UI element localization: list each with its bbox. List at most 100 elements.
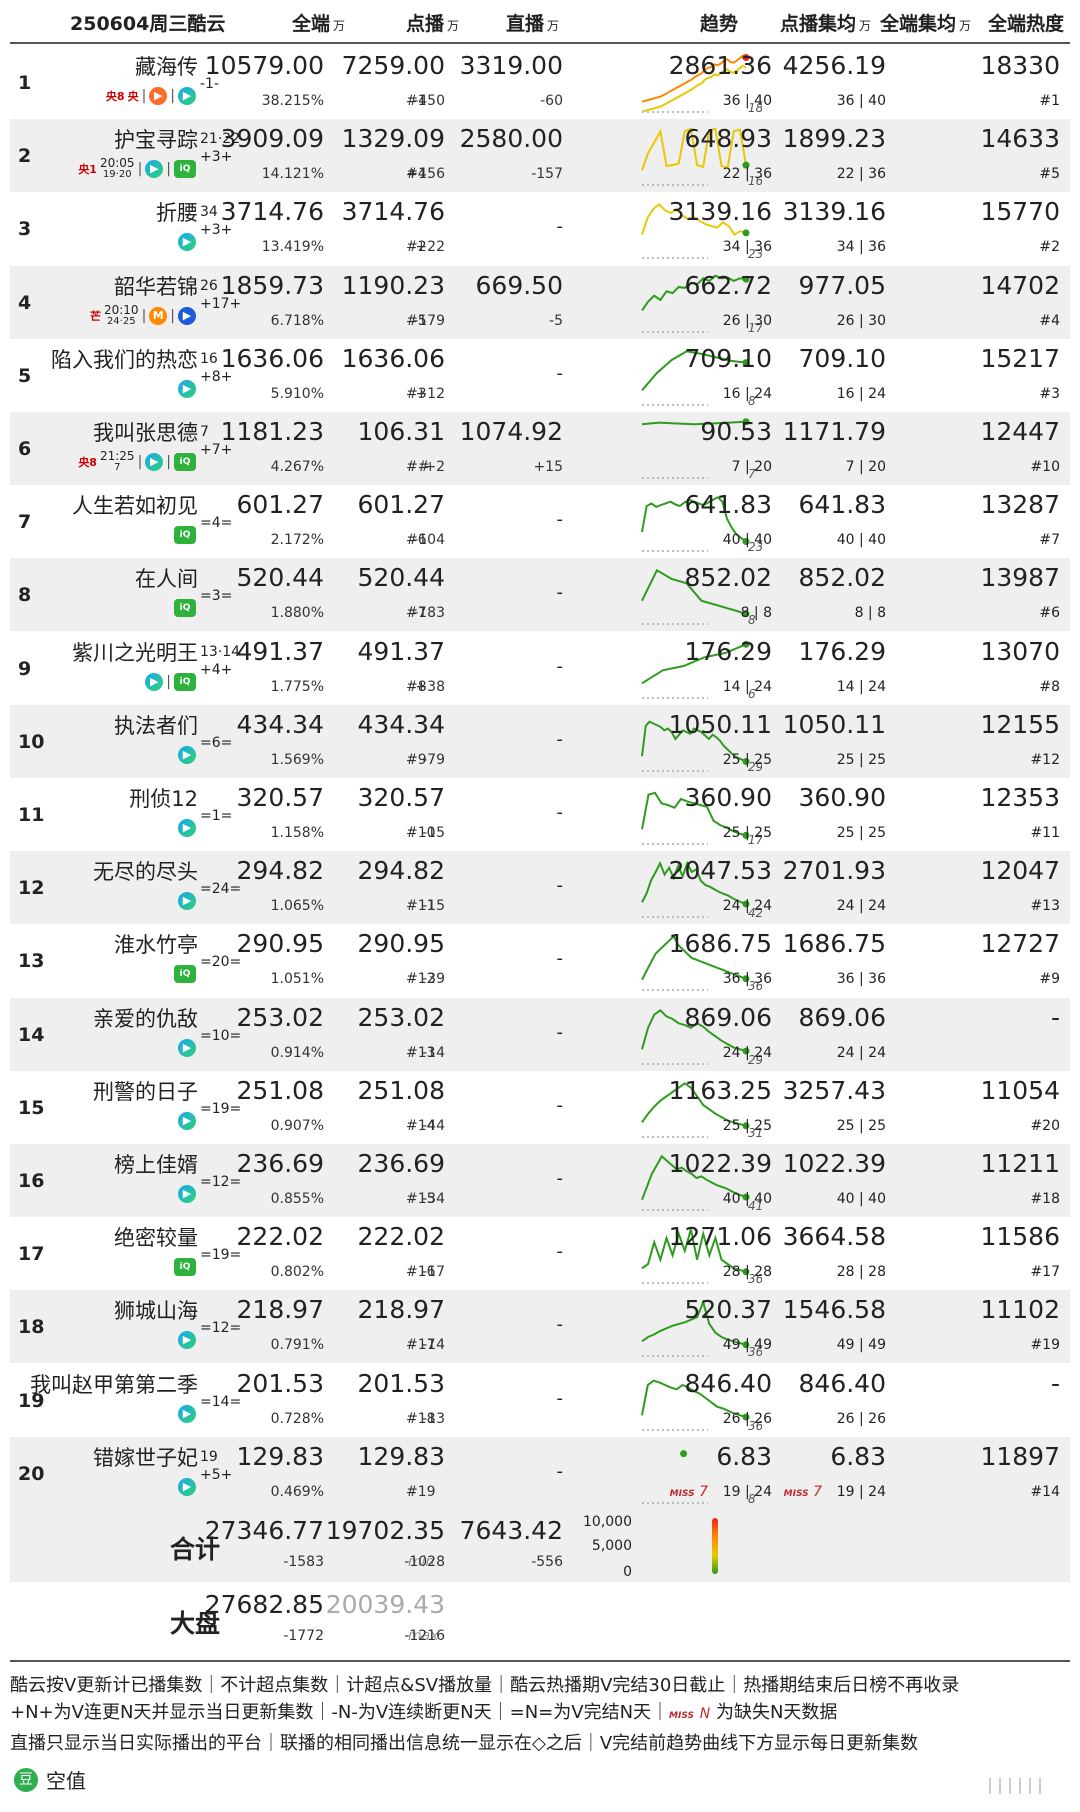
youku-icon: ▶ [178,87,196,105]
all-platform-value: 3909.09 [220,124,324,154]
trend-sparkline: 17 [641,791,762,847]
trend-last-point [742,975,750,983]
vod-rank: #15 [406,1191,436,1207]
trend-last-point [742,161,750,169]
all-average-episodes: 24 | 24 [836,898,886,915]
total-all-change: -1583 [283,1554,324,1570]
market-share: 1.158% [270,825,324,841]
vod-value: 1329.09 [341,124,445,154]
total-live-change: -556 [531,1554,563,1570]
all-episode-average: 6.83 [830,1441,886,1471]
live-value: 2580.00 [459,124,563,154]
market-share: 13.419% [261,239,324,256]
vod-value: 520.44 [357,563,445,593]
vod-change: -14 [422,1337,445,1354]
update-status: -1- [200,76,220,92]
vod-change: +12 [415,385,445,402]
update-status: =6= [200,734,233,751]
trend-line [641,274,747,311]
episode-count: 13·14 [200,643,241,660]
episode-count: 34 [200,204,218,221]
heat-value: 18330 [980,51,1060,80]
trend-sparkline: 36 [641,1379,762,1433]
trend-day-count: 36 [748,979,762,993]
trend-line [641,791,747,837]
rank-number: 8 [18,584,32,607]
trend-sparkline: 17 [641,274,762,335]
trend-sparkline: 6 [641,640,756,701]
show-title: 我叫赵甲第第二季 [30,1372,198,1397]
all-episode-average: 846.40 [798,1368,886,1398]
vod-episode-average: 869.06 [684,1002,772,1032]
trend-day-count: 16 [748,174,762,188]
market-share: 5.910% [270,385,324,402]
table-row: 18 狮城山海 =12= ▶ 218.97 0.791% 218.97 #17 -14 - 36 52… [10,1290,1070,1364]
channel-tag: 芒 [89,309,101,323]
heat-rank: #14 [1030,1483,1060,1500]
table-row: 11 刑侦12 =1= ▶ 320.57 1.158% 320.57 #10 -15 - 17 360… [10,778,1070,851]
total-vod-tag: min [408,1554,435,1570]
youku-icon: ▶ [178,379,196,398]
live-empty: - [556,1021,564,1043]
market-share: 0.907% [270,1117,324,1134]
missing-count: 7 [813,1483,822,1500]
trend-day-count: 29 [748,1053,762,1067]
vod-average-episodes: 36 | 40 [722,93,772,109]
show-title: 错嫁世子妃 [93,1445,198,1470]
vod-rank: #3 [406,385,427,402]
mango-icon: M [149,306,168,325]
trend-day-count: 8 [748,613,756,627]
trend-line [641,1154,747,1201]
trend-line [641,54,747,103]
heat-value: - [1050,1368,1060,1398]
vod-value: 253.02 [357,1002,445,1032]
footer-line-3: 直播只显示当日实际播出的平台｜联播的相同播出信息统一显示在◇之后｜V完结前趋势曲… [10,1733,919,1754]
trend-day-count: 23 [748,540,762,554]
channel-tag: 央8 [78,456,97,469]
vod-average-episodes: 25 | 25 [722,825,772,841]
vod-episode-average: 6.83 [716,1441,772,1471]
market-share: 1.775% [270,678,324,695]
live-empty: - [556,875,564,897]
separator: | [170,307,175,324]
vod-value: 222.02 [357,1222,445,1252]
platform-list: ▶ [178,1182,196,1206]
show-title: 在人间 [135,567,198,592]
channel-tag: 央 [127,90,139,103]
trend-line-secondary [641,64,747,113]
market-vod-tag: max [408,1628,439,1644]
all-platform-value: 294.82 [236,856,324,886]
vod-value: 129.83 [357,1441,445,1471]
table-row: 8 在人间 =3= iQ 520.44 1.880% 520.44 #7 -183 - 8 852.0… [10,558,1070,632]
trend-day-count: 23 [748,247,762,261]
vod-rank: #6 [406,532,427,549]
separator: | [166,161,171,178]
all-average-episodes: 40 | 40 [836,1191,886,1207]
vod-episode-average: 520.37 [684,1295,772,1325]
vod-value: 491.37 [357,636,445,666]
trend-line [641,935,747,981]
heat-value: 11054 [980,1075,1060,1105]
vod-average-episodes: 19 | 24 [722,1483,772,1500]
separator: | [141,88,147,104]
youku-icon: ▶ [145,453,164,471]
table-row: 3 折腰 34 +3+ ▶ 3714.76 13.419% 3714.76 #2 +22-23 31… [10,192,1070,265]
all-episode-average: 4256.19 [782,51,886,80]
vod-change: -34 [422,1191,445,1207]
all-platform-value: 1181.23 [220,417,324,446]
vod-rank: #16 [406,1264,436,1281]
episode-count: 7 [200,424,209,440]
vod-rank: #13 [406,1044,436,1061]
vod-change: +2 [424,459,445,475]
trend-last-point [742,53,750,61]
live-empty: - [556,1460,564,1482]
separator: | [166,454,171,470]
vod-missing-days: MISS 7 [670,1484,708,1500]
vod-average-episodes: 22 | 36 [722,166,772,183]
market-share: 0.469% [270,1483,324,1500]
vod-rank: #14 [406,1117,436,1134]
platform-list: 央8 央 | ▶ | ▶ [106,84,196,108]
update-status: =12= [200,1174,242,1190]
channel-tag: 央8 [105,90,125,103]
all-average-episodes: 8 | 8 [854,605,886,622]
